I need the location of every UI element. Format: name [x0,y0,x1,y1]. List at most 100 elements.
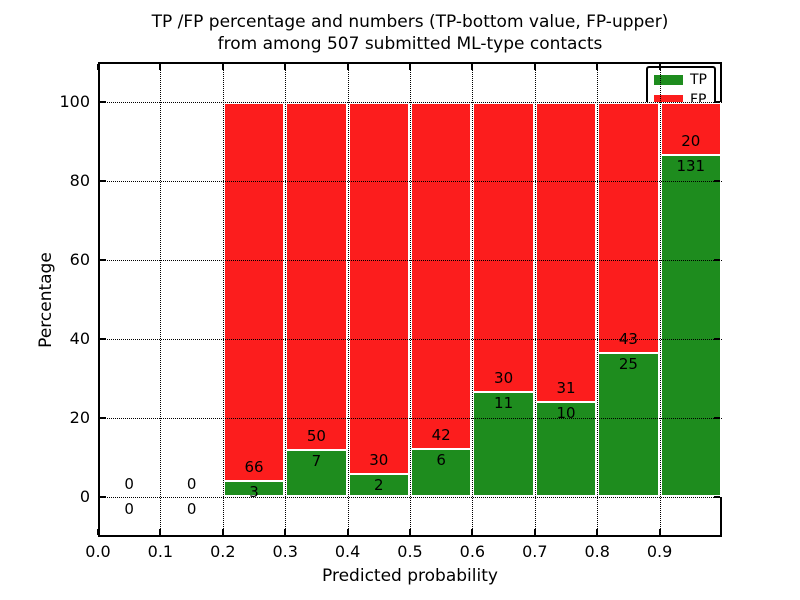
bar-segment-fp [534,101,598,401]
x-tick-label: 0.5 [397,542,423,561]
bar-segment-fp [285,101,348,449]
y-axis-label: Percentage [36,252,56,348]
x-axis-tick-top [658,64,661,70]
bar-label-tp: 2 [374,475,384,494]
x-tick-label: 0.2 [210,542,236,561]
bar-label-tp: 25 [618,354,638,373]
bar-segment-tp [222,480,286,498]
bar-label-tp: 0 [124,500,134,519]
bar-segment-tp [534,400,598,498]
x-tick-label: 0.7 [522,542,548,561]
legend-item-tp: TP [654,72,708,88]
gridline-vertical [534,62,536,537]
x-axis-label: Predicted probability [322,566,498,586]
bar-segment-fp [347,101,410,473]
gridline-vertical [659,62,661,537]
bar-segment-tp [347,472,410,498]
bar-label-tp: 0 [186,500,197,519]
y-axis-tick [100,258,106,261]
y-axis-tick-right [714,417,720,420]
bar-label-fp: 30 [494,369,514,388]
y-tick-label: 60 [69,249,90,269]
y-axis-tick-right [714,100,720,103]
bar-segment-fp [222,101,286,481]
y-axis-tick-right [714,258,720,261]
bar-label-tp: 10 [556,403,576,422]
x-axis-tick-top [346,64,349,70]
y-axis-tick [100,338,106,341]
bar-label-fp: 0 [124,475,134,494]
y-tick-label: 100 [59,91,90,111]
legend-label-tp: TP [690,72,707,88]
x-axis-tick-top [97,64,99,70]
bar-segment-fp [659,101,722,154]
x-axis-tick-top [221,64,224,70]
bar-label-tp: 131 [676,157,706,175]
gridline-vertical [410,62,411,537]
bar-label-fp: 0 [186,475,197,494]
bar-label-fp: 50 [306,426,326,445]
bar-segment-tp [597,351,660,498]
bar-label-fp: 30 [369,450,389,469]
y-tick-label: 0 [79,487,90,507]
bar-label-tp: 11 [494,394,514,413]
bar-segment-fp [597,101,660,352]
x-axis-tick-top [409,64,411,70]
x-axis-tick [658,529,661,535]
x-axis-tick [346,529,349,535]
x-tick-label: 0.8 [584,542,610,561]
x-axis-tick [97,529,99,535]
gridline-vertical [597,62,599,537]
y-axis-tick [100,100,106,103]
x-tick-label: 0.4 [334,542,361,561]
gridline-vertical [160,62,162,537]
gridline-vertical [472,62,474,537]
x-axis-tick [409,529,411,535]
x-tick-label: 0.0 [85,542,111,561]
bar-label-tp: 6 [436,450,446,469]
x-axis-tick-top [596,64,599,70]
bar-label-tp: 7 [311,451,322,470]
bar-segment-tp [285,448,348,498]
bar-label-tp: 3 [249,483,259,502]
x-tick-label: 0.1 [147,542,174,561]
x-tick-label: 0.6 [459,542,486,561]
x-tick-label: 0.9 [646,542,673,561]
bar-label-fp: 20 [681,132,701,150]
bar-label-fp: 43 [618,329,638,348]
bar-label-fp: 31 [556,378,576,397]
x-axis-tick-top [533,64,536,70]
x-axis-tick [533,529,536,535]
y-axis-tick [100,179,106,182]
y-tick-label: 40 [69,329,90,349]
gridline-vertical [285,62,287,537]
gridline-vertical [347,62,349,537]
bar-segment-fp [472,101,535,392]
x-axis-tick [284,529,287,535]
gridline-vertical [222,62,224,537]
y-axis-tick-right [714,179,720,182]
x-axis-tick-top [284,64,287,70]
y-tick-label: 80 [69,170,90,190]
legend-swatch-tp [654,75,683,85]
y-axis-tick [100,496,106,499]
y-tick-label: 20 [69,408,90,428]
y-axis-tick [100,417,106,420]
x-axis-tick [596,529,599,535]
x-axis-tick-top [471,64,474,70]
chart-title: TP /FP percentage and numbers (TP-bottom… [98,11,722,55]
bar-segment-fp [410,101,473,448]
chart-title-line1: TP /FP percentage and numbers (TP-bottom… [151,12,669,32]
chart-title-line2: from among 507 submitted ML-type contact… [217,34,603,54]
x-axis-tick [159,529,162,535]
bar-segment-tp [410,447,473,498]
x-tick-label: 0.3 [272,542,298,561]
bar-segment-tp [659,154,722,498]
bar-segment-tp [472,391,535,498]
y-axis-tick-right [714,496,720,499]
x-axis-tick [471,529,474,535]
y-axis-tick-right [714,338,720,341]
x-axis-tick [221,529,224,535]
x-axis-tick-top [159,64,162,70]
